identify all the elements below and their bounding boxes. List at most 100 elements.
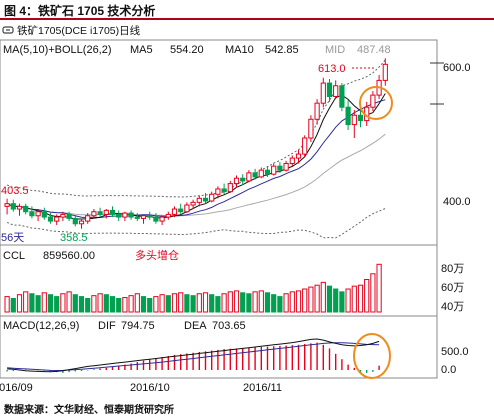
candle bbox=[345, 100, 351, 130]
chart-caption: 铁矿1705(DCE i1705)日线 bbox=[17, 24, 141, 37]
candle-body bbox=[258, 169, 264, 178]
candle-body bbox=[41, 211, 47, 218]
candle bbox=[295, 150, 302, 164]
x-axis-label-oct: 2016/10 bbox=[130, 382, 170, 394]
macd-highlight-circle bbox=[353, 333, 391, 379]
volume-value: 859560.00 bbox=[43, 250, 95, 262]
volume-bar bbox=[277, 296, 283, 313]
ma5-line bbox=[6, 93, 386, 220]
candle bbox=[202, 192, 209, 204]
volume-bar bbox=[109, 296, 116, 313]
candle-body bbox=[333, 85, 339, 97]
candle bbox=[277, 162, 283, 173]
candle bbox=[308, 115, 314, 143]
volume-bar bbox=[258, 290, 264, 313]
price-y-tick-400: 400.0 bbox=[443, 196, 471, 208]
volume-bar bbox=[283, 293, 289, 313]
candle bbox=[171, 206, 178, 218]
volume-bar bbox=[370, 273, 376, 313]
candle bbox=[190, 199, 196, 210]
volume-bar bbox=[240, 292, 246, 313]
volume-bars bbox=[4, 263, 382, 313]
volume-bar bbox=[221, 293, 227, 313]
volume-bar bbox=[165, 295, 171, 313]
candle-body bbox=[16, 205, 23, 210]
candle bbox=[382, 58, 388, 86]
x-axis: 2016/09 2016/10 2016/11 bbox=[0, 382, 282, 394]
volume-bar bbox=[171, 293, 178, 313]
candle-body bbox=[60, 213, 66, 218]
volume-bar bbox=[103, 294, 109, 313]
candle bbox=[246, 170, 252, 183]
candle bbox=[153, 213, 159, 224]
volume-bar bbox=[116, 298, 122, 313]
ma10-line bbox=[6, 99, 386, 219]
candle-body bbox=[382, 63, 388, 81]
candle bbox=[91, 209, 97, 219]
candle-body bbox=[85, 215, 91, 222]
figure-title: 图 4：铁矿石 1705 技术分析 bbox=[4, 4, 156, 18]
candle-body bbox=[215, 188, 221, 195]
x-axis-label-nov: 2016/11 bbox=[243, 382, 282, 394]
boll-lower-line bbox=[6, 208, 386, 239]
volume-bar bbox=[153, 296, 159, 313]
mid-label: MID bbox=[325, 44, 345, 56]
candle-body bbox=[302, 137, 308, 155]
candle-body bbox=[308, 118, 314, 139]
boll-mid-line bbox=[6, 133, 386, 217]
price-indicator-label: MA(5,10)+BOLL(26,2) bbox=[3, 44, 112, 56]
candle bbox=[283, 160, 289, 172]
volume-bar bbox=[47, 294, 54, 313]
moving-averages bbox=[6, 93, 386, 220]
volume-bar bbox=[339, 291, 345, 313]
volume-bar bbox=[10, 298, 16, 313]
candle-body bbox=[283, 162, 289, 171]
candle bbox=[370, 91, 376, 112]
candle-body bbox=[190, 201, 196, 206]
volume-bar bbox=[227, 291, 233, 313]
price-y-tick-600: 600.0 bbox=[443, 62, 471, 74]
volume-bar bbox=[147, 298, 153, 313]
candle-body bbox=[314, 102, 320, 120]
candle-body bbox=[271, 165, 277, 175]
candle-body bbox=[202, 197, 209, 202]
volume-bar bbox=[252, 291, 258, 313]
bollinger-bands bbox=[6, 59, 386, 239]
candle bbox=[258, 167, 264, 179]
macd-lines bbox=[7, 338, 380, 373]
volume-y-tick-80: 80万 bbox=[441, 263, 464, 275]
candle-body bbox=[29, 211, 35, 217]
candle bbox=[41, 207, 47, 220]
candle-body bbox=[147, 215, 153, 218]
price-panel-header: MA(5,10)+BOLL(26,2) MA5 554.20 MA10 542.… bbox=[3, 44, 391, 56]
candle-body bbox=[326, 82, 333, 97]
source-note: 数据来源：文华财经、恒泰期货研究所 bbox=[4, 405, 174, 416]
volume-bar bbox=[97, 293, 103, 313]
candle bbox=[35, 209, 41, 222]
candle bbox=[339, 83, 345, 112]
volume-bar bbox=[60, 293, 66, 313]
ma5-label: MA5 bbox=[130, 44, 153, 56]
candle bbox=[271, 163, 277, 176]
volume-y-tick-60: 60万 bbox=[441, 282, 464, 294]
candle-body bbox=[122, 212, 128, 218]
candle bbox=[252, 168, 258, 180]
volume-bar bbox=[295, 290, 302, 313]
candle-body bbox=[227, 183, 233, 193]
candle bbox=[85, 213, 91, 224]
macd-histogram bbox=[6, 342, 380, 373]
high-annotation: 613.0 bbox=[318, 63, 346, 75]
volume-bar bbox=[178, 292, 184, 313]
volume-bar bbox=[302, 288, 308, 313]
dif-line bbox=[7, 338, 380, 373]
candle-body bbox=[277, 165, 283, 171]
volume-bar bbox=[196, 293, 202, 313]
candle bbox=[72, 215, 78, 227]
candle bbox=[333, 80, 339, 100]
candle-body bbox=[209, 193, 215, 202]
candle-body bbox=[23, 205, 29, 213]
caption-row: 铁矿1705(DCE i1705)日线 bbox=[2, 24, 141, 37]
volume-bar bbox=[264, 292, 271, 313]
volume-bar bbox=[29, 293, 35, 313]
price-panel-frame bbox=[0, 39, 438, 246]
